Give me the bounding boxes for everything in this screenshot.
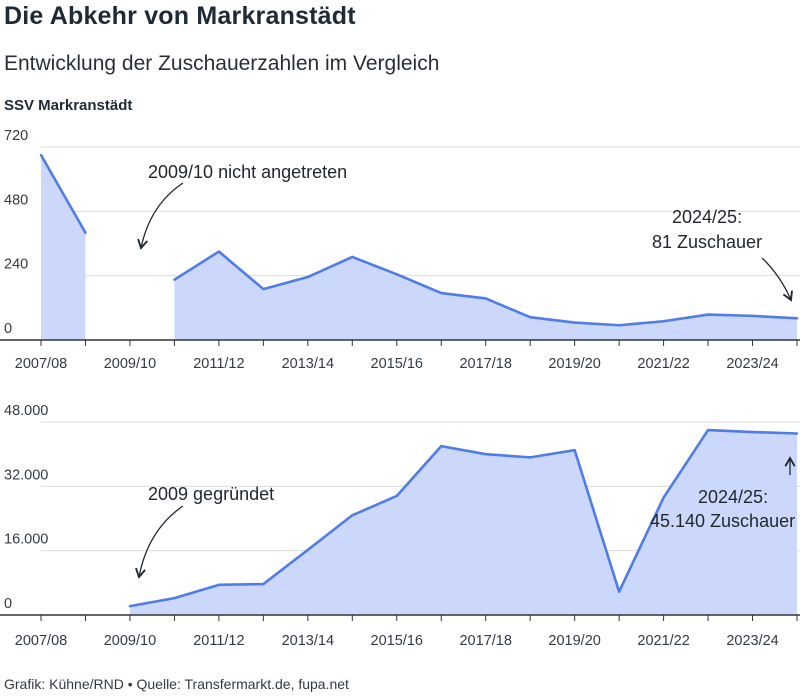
x-tick-label: 2011/12	[193, 356, 244, 372]
annotation-text: 2024/25:	[698, 487, 768, 507]
annotation-text: 81 Zuschauer	[652, 232, 762, 252]
data-point	[440, 291, 443, 295]
x-tick-label: 2021/22	[637, 356, 689, 372]
data-point	[351, 255, 354, 259]
data-point	[617, 324, 621, 327]
data-point	[484, 297, 487, 300]
data-point	[706, 313, 710, 316]
markranstaedt-chart: 0 240 480 720 2007/08 2009/10 2011/12 2013/14 20…	[0, 128, 800, 372]
data-point	[662, 496, 665, 499]
annotation-arrow	[135, 505, 184, 579]
data-point	[706, 428, 710, 432]
page-title: Die Abkehr von Markranstädt	[4, 2, 356, 30]
annotation-arrow	[761, 257, 793, 302]
data-point	[528, 316, 532, 319]
data-point	[751, 430, 754, 434]
x-tick-label: 2017/18	[459, 356, 511, 372]
y-tick-label: 0	[4, 596, 12, 612]
data-point	[84, 231, 87, 234]
data-point	[128, 604, 132, 608]
rb-leipzig-chart: 0 16.000 32.000 48.000 2007/08 2009/10 2011/12…	[0, 403, 800, 649]
y-tick-label: 48.000	[4, 403, 48, 419]
data-point	[306, 275, 310, 279]
x-tick-label: 2009/10	[104, 633, 156, 649]
x-tick-label: 2019/20	[548, 633, 600, 649]
annotation-text: 2009/10 nicht angetreten	[148, 162, 347, 182]
x-tick-label: 2011/12	[193, 633, 244, 649]
data-point	[173, 596, 176, 600]
x-tick-label: 2021/22	[637, 633, 689, 649]
data-point	[662, 320, 665, 323]
x-tick-label: 2009/10	[104, 356, 156, 372]
y-tick-label: 0	[4, 321, 12, 337]
x-tick-label: 2019/20	[548, 356, 600, 372]
x-tick-label: 2007/08	[15, 633, 67, 649]
annotation-text: 45.140 Zuschauer	[650, 511, 795, 531]
data-point	[795, 432, 799, 435]
data-point	[217, 583, 221, 587]
data-point	[395, 273, 398, 276]
annotation-arrow	[137, 182, 184, 250]
data-point	[573, 321, 576, 324]
y-tick-label: 480	[4, 192, 28, 208]
x-tick-label: 2017/18	[459, 633, 511, 649]
data-point	[262, 287, 265, 291]
data-point	[573, 448, 576, 452]
data-point	[751, 314, 754, 318]
x-tick-label: 2015/16	[371, 356, 423, 372]
series-line	[129, 428, 798, 608]
data-point	[39, 153, 43, 157]
data-point	[440, 444, 443, 448]
data-point	[795, 317, 799, 320]
area-fill	[41, 155, 86, 340]
area-fill	[174, 251, 798, 340]
x-tick-label: 2015/16	[371, 633, 423, 649]
y-tick-label: 240	[4, 257, 28, 273]
data-point	[528, 456, 532, 459]
data-point	[617, 590, 621, 593]
x-tick-label: 2013/14	[282, 356, 334, 372]
series-line	[39, 154, 87, 234]
x-tick-label: 2013/14	[282, 633, 334, 649]
data-point	[351, 514, 354, 517]
data-point	[306, 548, 310, 552]
data-point	[395, 494, 398, 498]
y-tick-label: 32.000	[4, 467, 48, 483]
page-subtitle: Entwicklung der Zuschauerzahlen im Vergl…	[4, 52, 440, 75]
y-tick-label: 720	[4, 128, 28, 144]
data-point	[173, 278, 176, 281]
annotation-text: 2024/25:	[672, 207, 742, 227]
source-credit: Grafik: Kühne/RND • Quelle: Transfermark…	[4, 676, 349, 692]
top-chart-ylabel: SSV Markranstädt	[4, 97, 133, 114]
x-tick-label: 2007/08	[15, 356, 67, 372]
annotation-text: 2009 gegründet	[148, 484, 274, 504]
x-tick-label: 2023/24	[726, 356, 778, 372]
x-tick-label: 2023/24	[726, 633, 778, 649]
data-point	[217, 250, 221, 253]
y-tick-label: 16.000	[4, 532, 48, 548]
data-point	[484, 452, 487, 456]
data-point	[262, 582, 265, 586]
